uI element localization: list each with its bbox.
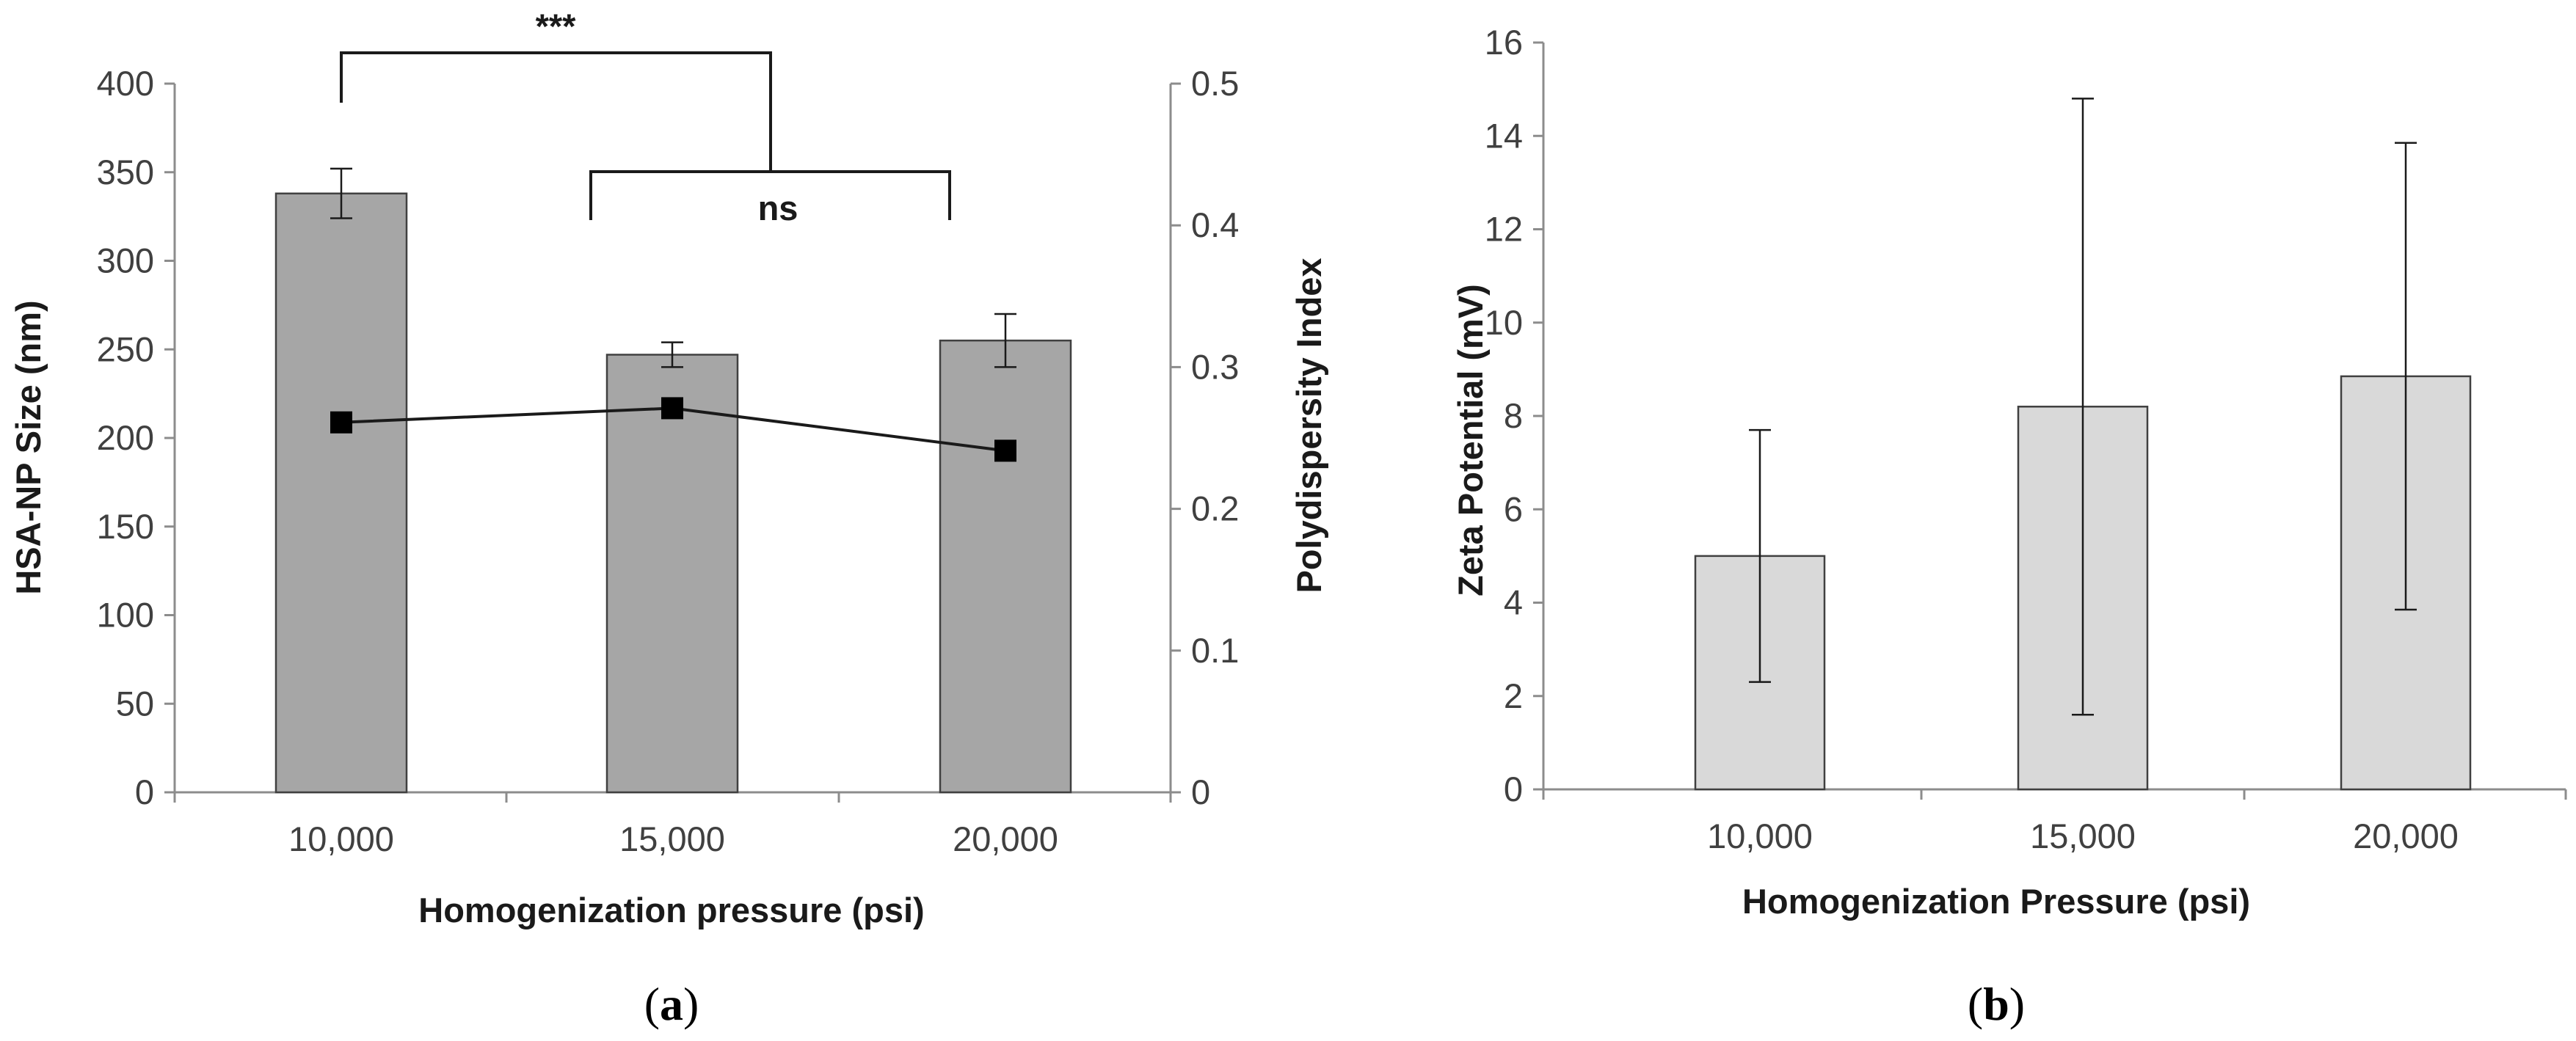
x-tick-label: 15,000 (2030, 817, 2136, 855)
chart-a-tick-labels: 0 50 100 150 200 250 300 350 400 0 0.1 0.2 0.3 0.4 0.5… (97, 64, 1240, 858)
y-tick-label: 200 (97, 418, 154, 457)
y-tick-label: 100 (97, 596, 154, 635)
pdi-point (330, 411, 352, 434)
y-tick-label: 400 (97, 64, 154, 103)
y-tick-label: 0 (135, 772, 154, 811)
bracket-inner (589, 170, 951, 220)
bar (605, 354, 739, 794)
y-tick-label: 16 (1485, 23, 1523, 62)
chart-a-bars (274, 192, 1072, 794)
bracket-outer (340, 51, 772, 172)
y-tick-label: 0 (1504, 770, 1523, 808)
y-tick-label: 10 (1485, 303, 1523, 342)
y-tick-label: 12 (1485, 210, 1523, 249)
annotation-significance: *** (536, 7, 577, 45)
y2-tick-label: 0 (1191, 772, 1210, 811)
chart-a-y2label: Polydispersity Index (1289, 257, 1328, 593)
chart-a-xlabel: Homogenization pressure (psi) (418, 891, 924, 929)
y2-tick-label: 0.2 (1191, 489, 1239, 528)
x-tick-label: 10,000 (288, 819, 394, 858)
y-tick-label: 8 (1504, 396, 1523, 435)
chart-a-error-bars (330, 167, 1016, 368)
chart-b-ylabel: Zeta Potential (mV) (1451, 284, 1490, 596)
chart-a-pdi-line (330, 397, 1016, 462)
bar (939, 339, 1072, 794)
y-tick-label: 50 (116, 684, 154, 723)
y-tick-label: 150 (97, 507, 154, 546)
y-tick-label: 350 (97, 153, 154, 191)
y-tick-label: 4 (1504, 583, 1523, 622)
annotation-not-significant: ns (758, 189, 798, 227)
chart-b-caption: (b) (1968, 978, 2025, 1030)
x-tick-label: 20,000 (2353, 817, 2459, 855)
significance-brackets: *** ns (340, 7, 951, 227)
pdi-point (661, 397, 683, 420)
chart-a-size-pdi: 0 50 100 150 200 250 300 350 400 0 0.1 0.2 0.3 0.4 0.5… (9, 7, 1328, 1030)
x-tick-label: 10,000 (1707, 817, 1813, 855)
chart-a-ylabel: HSA-NP Size (nm) (9, 300, 48, 594)
y2-tick-label: 0.5 (1191, 64, 1239, 103)
chart-a-caption: (a) (644, 978, 699, 1030)
chart-b-zeta: 0 2 4 6 8 10 12 14 16 10,000 15,000 20,000 Zeta Pot… (1451, 23, 2567, 1030)
y-tick-label: 14 (1485, 116, 1523, 155)
y-tick-label: 250 (97, 329, 154, 368)
y-tick-label: 300 (97, 241, 154, 280)
pdi-point (994, 439, 1016, 462)
x-tick-label: 15,000 (619, 819, 725, 858)
y2-tick-label: 0.1 (1191, 631, 1239, 670)
chart-b-error-bars (1749, 98, 2417, 716)
bar (274, 192, 408, 794)
x-tick-label: 20,000 (953, 819, 1058, 858)
y-tick-label: 2 (1504, 676, 1523, 715)
y2-tick-label: 0.3 (1191, 347, 1239, 386)
y-tick-label: 6 (1504, 489, 1523, 528)
y2-tick-label: 0.4 (1191, 205, 1239, 244)
chart-b-xlabel: Homogenization Pressure (psi) (1742, 882, 2250, 921)
chart-b-tick-labels: 0 2 4 6 8 10 12 14 16 10,000 15,000 20,000 (1485, 23, 2459, 855)
